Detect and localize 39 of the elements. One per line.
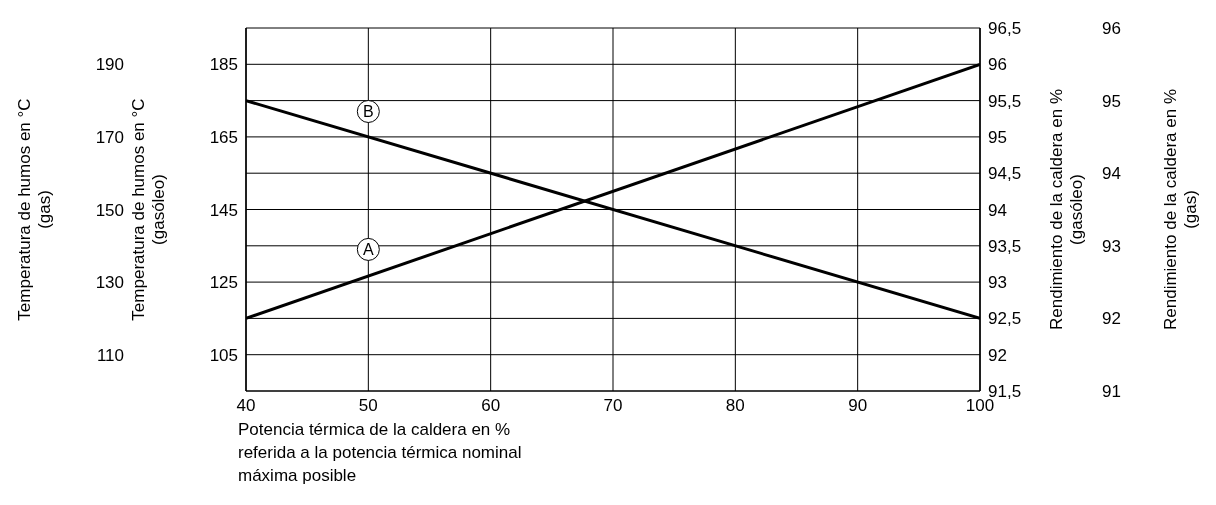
y-tick-label: 130 xyxy=(95,273,124,293)
y-tick-label: 165 xyxy=(209,127,238,147)
y-tick-label: 145 xyxy=(209,200,238,220)
y2-axis-title: Rendimiento de la caldera en % (gas) xyxy=(1161,89,1200,330)
y2-tick-label: 91 xyxy=(1102,382,1121,402)
y2-tick-label: 92,5 xyxy=(988,309,1022,329)
y2-tick-label: 96 xyxy=(1102,19,1121,39)
y2-tick-label: 92 xyxy=(1102,309,1121,329)
y2-tick-label: 95 xyxy=(988,127,1007,147)
y2-tick-label: 93 xyxy=(1102,236,1121,256)
y-tick-label: 185 xyxy=(209,55,238,75)
x-tick-label: 50 xyxy=(358,396,378,416)
y-axis-title: Temperatura de humos en °C (gas) xyxy=(15,98,54,321)
y-tick-label: 110 xyxy=(96,345,124,365)
y2-tick-label: 94,5 xyxy=(988,164,1022,184)
y2-tick-label: 93 xyxy=(988,273,1007,293)
y2-axis-title: Rendimiento de la caldera en % (gasóleo) xyxy=(1047,89,1086,330)
y2-tick-label: 94 xyxy=(988,200,1007,220)
y-axis-title: Temperatura de humos en °C (gasóleo) xyxy=(129,98,168,321)
y2-tick-label: 96 xyxy=(988,55,1007,75)
y-tick-label: 190 xyxy=(95,55,124,75)
y-tick-label: 150 xyxy=(95,200,124,220)
y2-tick-label: 92 xyxy=(988,345,1007,365)
x-tick-label: 90 xyxy=(848,396,868,416)
x-tick-label: 80 xyxy=(725,396,745,416)
y-tick-label: 170 xyxy=(95,127,124,147)
y-tick-label: 125 xyxy=(209,273,238,293)
y-tick-label: 105 xyxy=(209,345,238,365)
y2-tick-label: 95 xyxy=(1102,91,1121,111)
y2-tick-label: 95,5 xyxy=(988,91,1022,111)
x-tick-label: 70 xyxy=(603,396,623,416)
y2-tick-label: 93,5 xyxy=(988,236,1022,256)
y2-tick-label: 94 xyxy=(1102,164,1121,184)
x-tick-label: 40 xyxy=(236,396,256,416)
annotation: A xyxy=(363,241,374,259)
x-axis-title: Potencia térmica de la caldera en % referida a la potencia térmica nominal máxima posible xyxy=(238,420,522,485)
x-tick-label: 60 xyxy=(481,396,501,416)
y2-tick-label: 96,5 xyxy=(988,19,1022,39)
annotation: B xyxy=(363,103,374,121)
